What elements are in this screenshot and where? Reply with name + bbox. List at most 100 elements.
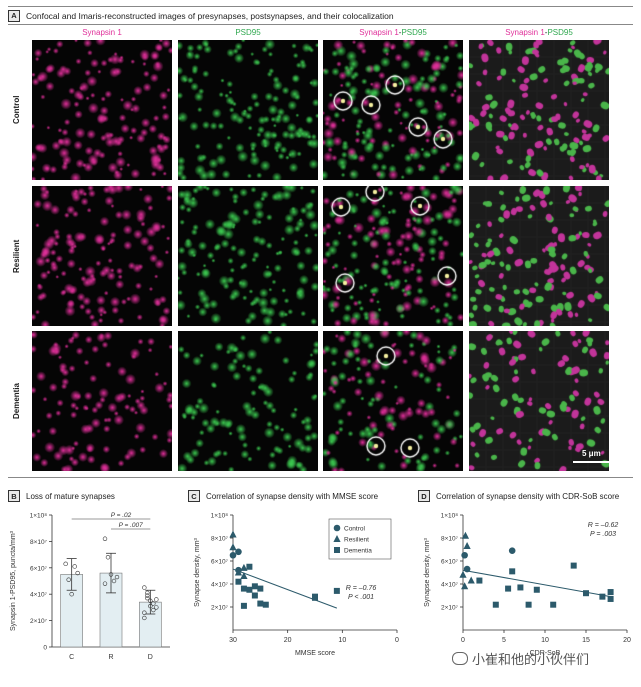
watermark: 小崔和他的小伙伴们 [452, 649, 589, 668]
c-stat-p: P < .001 [348, 594, 374, 601]
b-ytick-label: 0 [43, 645, 47, 652]
c-ytick-label: 4×10⁷ [211, 582, 229, 589]
c-point-control [229, 551, 237, 559]
micrograph-dementia-coloc [323, 331, 463, 471]
c-legend-marker [333, 535, 341, 542]
b-ytick-label: 4×10⁷ [30, 592, 48, 599]
scale-bar-label: 5 μm [582, 449, 601, 458]
d-point-dementia [599, 593, 606, 600]
c-ytick-label: 8×10⁷ [211, 536, 229, 543]
d-xtick-label: 15 [582, 637, 590, 644]
c-point-dementia [312, 594, 318, 601]
c-point-resilient [234, 568, 243, 576]
b-point [142, 610, 147, 615]
panel-c-letter: C [188, 490, 200, 502]
d-point-control [463, 565, 471, 573]
c-point-resilient [229, 543, 237, 551]
panel-b-letter: B [8, 490, 20, 502]
micrograph-resilient-imaris [469, 186, 609, 326]
c-point-dementia [240, 585, 247, 592]
c-legend-label: Resilient [344, 537, 369, 544]
mid-divider [8, 477, 633, 478]
c-xtick-label: 10 [338, 637, 346, 644]
panel-b-bar-chart: 0 2×10⁷ 4×10⁷ 6×10⁷ 8×10⁷ 1×10⁸ Synapsin 1-PSD… [10, 512, 170, 661]
c-point-dementia [257, 585, 264, 592]
col-header-coloc-sep: - [398, 28, 402, 37]
panel-a-title: Confocal and Imaris-reconstructed images… [26, 10, 394, 21]
d-point-control [508, 547, 516, 554]
c-point-dementia [333, 587, 340, 594]
panel-c-header: C Correlation of synapse density with MM… [188, 490, 378, 502]
col-header-psd95: PSD95 [235, 28, 261, 37]
micrograph-resilient-psd95 [178, 186, 318, 326]
wechat-icon [452, 652, 468, 665]
micrograph-control-synapsin [32, 40, 172, 180]
b-point [148, 598, 153, 604]
row-label-resilient: Resilient [12, 239, 21, 273]
b-point [75, 570, 80, 576]
c-xlabel: MMSE score [295, 650, 335, 657]
b-point [63, 561, 68, 567]
scale-bar [573, 461, 609, 463]
d-point-resilient [463, 542, 471, 550]
d-point-control [461, 551, 468, 559]
b-point [145, 595, 150, 601]
d-ytick-label: 2×10⁷ [441, 605, 459, 612]
c-stat-r: R = –0.76 [346, 585, 377, 592]
c-point-control [235, 548, 242, 556]
d-point-resilient [461, 582, 469, 590]
c-point-resilient [240, 571, 248, 579]
c-legend-marker [334, 547, 340, 553]
c-point-dementia [251, 592, 258, 599]
c-legend-label: Control [344, 526, 366, 533]
d-xtick-label: 10 [541, 637, 549, 644]
col-header-imaris: Synapsin 1-PSD95 [469, 28, 609, 37]
b-sig-p1: P = .02 [111, 512, 132, 519]
d-point-dementia [517, 584, 524, 591]
d-point-dementia [505, 585, 512, 592]
d-point-resilient [459, 570, 467, 578]
col-header-synapsin: Synapsin 1 [82, 28, 122, 37]
b-point [142, 585, 147, 590]
c-point-dementia [235, 578, 242, 585]
d-xtick-label: 5 [502, 637, 506, 644]
b-point [102, 536, 108, 541]
b-ytick-label: 8×10⁷ [30, 539, 48, 546]
b-xtick-label: C [69, 654, 74, 661]
d-point-dementia [525, 601, 532, 608]
d-ytick-label: 4×10⁷ [441, 582, 459, 589]
b-ylabel: Synapsin 1-PSD95, puncta/mm³ [10, 530, 17, 631]
b-point [102, 581, 108, 586]
d-point-dementia [509, 568, 516, 575]
b-point [151, 601, 156, 606]
d-ytick-label: 8×10⁷ [441, 536, 459, 543]
micrograph-control-psd95 [178, 40, 318, 180]
b-point [105, 555, 111, 560]
d-point-dementia [570, 562, 577, 569]
c-legend-label: Dementia [344, 548, 372, 555]
b-point [114, 574, 120, 580]
b-point [154, 597, 159, 602]
c-ytick-label: 6×10⁷ [211, 559, 229, 566]
d-stat-r: R = –0.62 [588, 522, 619, 529]
b-point [69, 591, 74, 597]
c-point-dementia [257, 600, 264, 607]
col-header-coloc: Synapsin 1-PSD95 [323, 28, 463, 37]
c-ylabel: Synapse density, mm³ [194, 537, 201, 606]
b-point [145, 590, 150, 596]
micrograph-resilient-synapsin [32, 186, 172, 326]
d-point-dementia [476, 577, 483, 584]
watermark-text: 小崔和他的小伙伴们 [472, 652, 590, 667]
d-point-dementia [607, 589, 614, 596]
c-ytick-label: 2×10⁷ [211, 605, 229, 612]
d-ytick-label: 6×10⁷ [441, 559, 459, 566]
panel-a-letter: A [8, 9, 20, 22]
micrograph-dementia-synapsin [32, 331, 172, 471]
c-ytick-label: 1×10⁸ [211, 513, 229, 520]
b-xtick-label: D [148, 654, 153, 661]
row-label-control: Control [12, 95, 21, 125]
panel-d-title: Correlation of synapse density with CDR-… [436, 491, 620, 501]
col-header-imaris-b: PSD95 [547, 28, 573, 37]
c-point-dementia [262, 601, 269, 608]
d-stat-p: P = .003 [590, 531, 616, 538]
